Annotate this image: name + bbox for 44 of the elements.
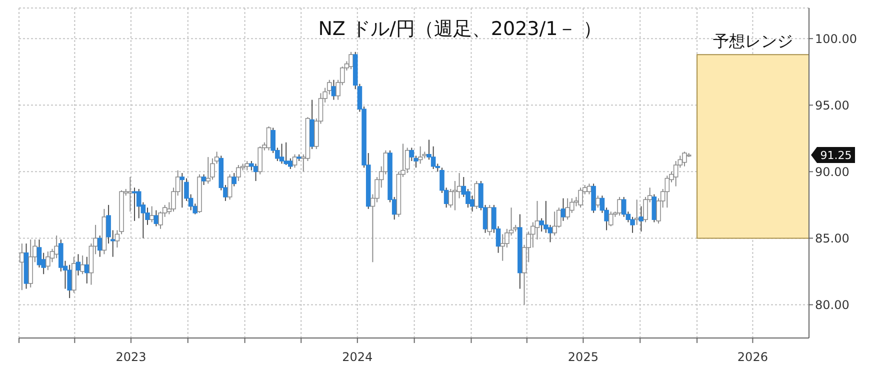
candlestick (591, 183, 596, 214)
candlestick (638, 206, 644, 232)
x-tick-label: 2024 (342, 350, 373, 364)
annotation: 91.25 (820, 149, 852, 162)
band-label: 予想レンジ (713, 32, 794, 51)
candlestick (54, 235, 59, 259)
candlestick (201, 174, 206, 186)
candlestick (180, 172, 185, 208)
candlestick (474, 180, 480, 210)
x-tick-label: 2025 (568, 350, 598, 364)
candlestick (149, 206, 154, 223)
candlestick (404, 147, 410, 174)
candlestick (487, 204, 492, 236)
candlestick (258, 146, 263, 175)
candlestick (348, 51, 354, 70)
candlestick (67, 264, 72, 299)
candlestick (682, 151, 687, 167)
candlestick (418, 146, 423, 164)
candlestick (232, 172, 237, 187)
candlestick (578, 187, 583, 208)
y-tick-label: 95.00 (815, 98, 850, 112)
candlestick (664, 175, 670, 208)
candlestick (608, 211, 614, 227)
candlestick (97, 235, 102, 258)
y-tick-label: 90.00 (815, 164, 850, 179)
candlestick (595, 195, 600, 208)
candlestick (617, 196, 622, 216)
candlestick (20, 243, 24, 291)
candlestick (128, 176, 133, 212)
candlestick (46, 251, 50, 271)
text: NZ ドル/円（週足、2023/1－ ） (318, 18, 602, 40)
candlestick (236, 164, 241, 182)
candlestick (80, 255, 85, 275)
candlestick (634, 199, 640, 226)
x-tick-label: 2023 (116, 350, 146, 364)
y-tick-label: 80.00 (815, 298, 850, 312)
y-tick-label: 100.00 (815, 32, 857, 46)
candlestick (292, 154, 298, 168)
candlestick (206, 156, 211, 184)
candlestick (227, 174, 232, 200)
y-tick-label: 85.00 (815, 231, 850, 246)
candlestick (84, 256, 90, 284)
candlestick (279, 143, 284, 164)
x-tick-label: 2026 (737, 350, 768, 364)
